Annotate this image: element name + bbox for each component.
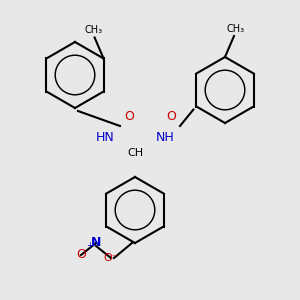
Text: O: O [166, 110, 176, 123]
Text: CH₃: CH₃ [84, 25, 102, 35]
Text: O⁻: O⁻ [104, 253, 118, 263]
Text: CH: CH [127, 148, 143, 158]
Text: NH: NH [156, 131, 174, 144]
Text: N: N [91, 236, 101, 249]
Text: O: O [124, 110, 134, 123]
Text: +: + [87, 241, 93, 250]
Text: CH₃: CH₃ [226, 23, 244, 34]
Text: HN: HN [96, 131, 114, 144]
Text: O: O [76, 248, 86, 261]
